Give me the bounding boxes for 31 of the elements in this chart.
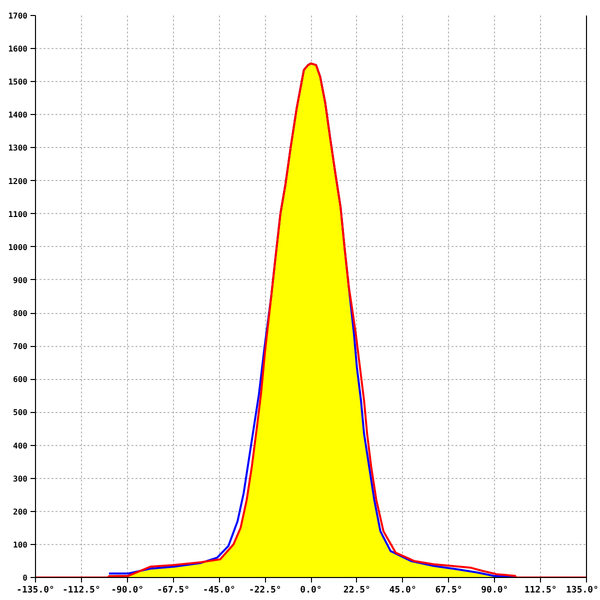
- x-tick-label: -45.0°: [202, 586, 236, 596]
- y-tick-label: 900: [13, 276, 28, 285]
- y-tick-label: 1600: [8, 44, 28, 54]
- y-tick-label: 1400: [8, 110, 28, 120]
- y-tick-label: 1300: [8, 144, 28, 153]
- y-tick-label: 600: [13, 375, 28, 384]
- x-tick-label: 135.0°: [566, 586, 599, 596]
- y-tick-label: 700: [13, 342, 28, 352]
- x-tick-label: -135.0°: [16, 586, 54, 596]
- y-tick-label: 1500: [8, 78, 28, 87]
- y-tick-label: 1100: [8, 210, 28, 219]
- y-tick-label: 0: [22, 574, 28, 582]
- x-tick-label: 112.5°: [524, 586, 557, 596]
- x-tick-label: 45.0°: [389, 586, 416, 596]
- x-tick-label: 0.0°: [300, 586, 322, 596]
- y-tick-label: 1700: [8, 12, 28, 20]
- x-tick-label: -112.5°: [62, 586, 100, 596]
- x-tick-label: -90.0°: [111, 586, 144, 596]
- x-tick-label: 90.0°: [481, 586, 508, 596]
- y-tick-label: 500: [13, 408, 28, 418]
- y-tick-label: 400: [13, 441, 28, 450]
- x-tick-label: -67.5°: [156, 586, 190, 596]
- x-tick-label: 22.5°: [343, 586, 370, 596]
- x-tick-label: -22.5°: [248, 586, 282, 596]
- x-tick-label: 67.5°: [435, 586, 462, 596]
- y-tick-label: 800: [13, 309, 28, 318]
- y-tick-label: 1200: [8, 176, 28, 186]
- y-tick-label: 100: [13, 540, 28, 550]
- y-tick-label: 300: [13, 474, 28, 484]
- y-tick-label: 200: [13, 507, 28, 516]
- y-tick-label: 1000: [8, 242, 28, 252]
